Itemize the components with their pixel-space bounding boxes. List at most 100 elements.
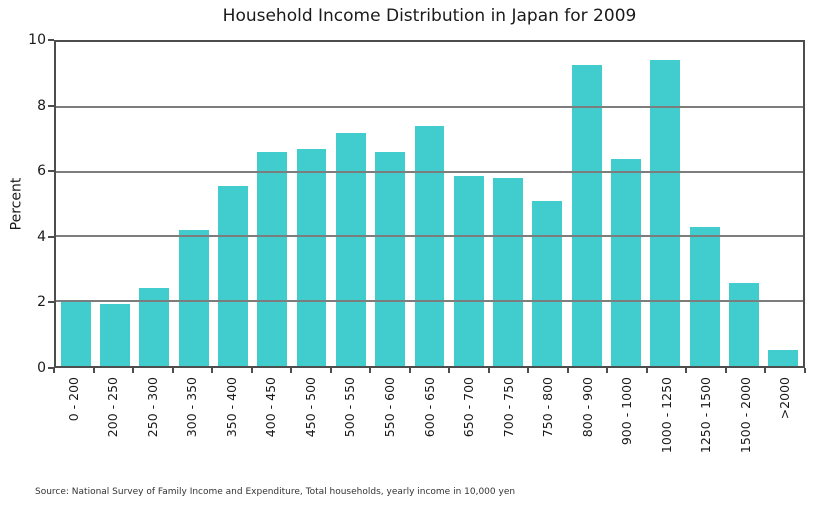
y-tick-label-0: 0: [37, 360, 46, 376]
x-tick-label-550 - 600: 550 - 600: [381, 377, 397, 438]
bar-slot-6: [292, 42, 331, 366]
x-tick-label-700 - 750: 700 - 750: [500, 377, 516, 438]
bar-slot-9: [410, 42, 449, 366]
bar-550 - 600: [375, 152, 406, 366]
chart-title: Household Income Distribution in Japan f…: [222, 6, 637, 26]
bar-slot-8: [371, 42, 410, 366]
bar-750 - 800: [532, 200, 563, 366]
bar-slot-10: [449, 42, 488, 366]
x-tick-label-250 - 300: 250 - 300: [144, 377, 160, 438]
y-axis-tick-labels: 0 2 4 6 8 10: [0, 32, 46, 376]
y-tick-mark-2: [48, 301, 54, 304]
bar-slot-16: [685, 42, 724, 366]
x-tick-label-650 - 700: 650 - 700: [461, 377, 477, 438]
bar-slot-2: [135, 42, 174, 366]
x-tick-label-900 - 1000: 900 - 1000: [619, 377, 635, 446]
x-tick-label-750 - 800: 750 - 800: [540, 377, 556, 438]
x-tick-mark-3: [171, 368, 174, 373]
plot-area: [54, 40, 805, 368]
x-tick-mark-19: [804, 368, 806, 373]
bar-slot-3: [174, 42, 213, 366]
y-tick-label-2: 2: [37, 294, 46, 311]
bar-450 - 500: [296, 148, 327, 366]
x-tick-label->2000: >2000: [777, 377, 793, 420]
gridline-y-8: [56, 105, 803, 108]
bar-0 - 200: [60, 301, 91, 366]
gridline-y-6: [56, 170, 803, 173]
y-axis-tick-marks: [48, 39, 54, 369]
bar-400 - 450: [257, 152, 288, 366]
x-tick-mark-12: [527, 368, 530, 373]
x-tick-mark-0: [53, 368, 55, 373]
x-tick-mark-7: [329, 368, 332, 373]
x-tick-label-400 - 450: 400 - 450: [263, 377, 279, 438]
x-tick-mark-8: [369, 368, 372, 373]
x-axis-tick-labels: 0 - 200 200 - 250 250 - 300 300 - 350 350 - …: [54, 377, 805, 472]
x-tick-mark-14: [606, 368, 609, 373]
source-note: Source: National Survey of Family Income…: [35, 487, 516, 497]
x-tick-label-500 - 550: 500 - 550: [342, 377, 358, 438]
bar-slot-12: [528, 42, 567, 366]
y-tick-label-10: 10: [28, 32, 46, 48]
x-tick-mark-1: [92, 368, 95, 373]
bar-600 - 650: [414, 126, 445, 366]
y-tick-mark-0: [48, 367, 54, 369]
x-tick-label-300 - 350: 300 - 350: [184, 377, 200, 438]
bar-slot-5: [253, 42, 292, 366]
y-tick-label-6: 6: [37, 163, 46, 180]
x-tick-label-1500 - 2000: 1500 - 2000: [737, 377, 753, 454]
bars-layer: [56, 42, 803, 366]
x-tick-label-1000 - 1250: 1000 - 1250: [658, 377, 674, 454]
bar->2000: [768, 349, 799, 366]
bar-800 - 900: [571, 64, 602, 366]
x-axis-tick-marks: [53, 368, 806, 373]
y-tick-label-4: 4: [37, 228, 46, 245]
x-tick-mark-16: [685, 368, 688, 373]
x-tick-mark-17: [724, 368, 727, 373]
y-tick-label-8: 8: [37, 97, 46, 114]
bar-slot-1: [95, 42, 134, 366]
bar-200 - 250: [100, 304, 130, 366]
bar-slot-7: [331, 42, 370, 366]
bar-650 - 700: [453, 176, 484, 366]
x-tick-label-350 - 400: 350 - 400: [223, 377, 239, 438]
x-tick-label-600 - 650: 600 - 650: [421, 377, 437, 438]
bar-1500 - 2000: [729, 283, 759, 366]
y-tick-mark-10: [48, 39, 54, 41]
x-tick-label-800 - 900: 800 - 900: [579, 377, 595, 438]
x-tick-mark-15: [645, 368, 648, 373]
bar-350 - 400: [217, 186, 248, 366]
gridline-y-4: [56, 235, 803, 238]
bar-1000 - 1250: [650, 59, 681, 366]
x-tick-mark-18: [764, 368, 767, 373]
y-tick-mark-6: [48, 170, 54, 173]
gridline-y-2: [56, 300, 803, 303]
bar-500 - 550: [335, 132, 366, 366]
x-tick-mark-4: [211, 368, 214, 373]
bar-1250 - 1500: [689, 226, 720, 366]
x-tick-mark-2: [132, 368, 135, 373]
bar-700 - 750: [493, 178, 524, 366]
x-tick-label-200 - 250: 200 - 250: [105, 377, 121, 438]
x-tick-label-0 - 200: 0 - 200: [65, 377, 81, 422]
x-tick-label-1250 - 1500: 1250 - 1500: [698, 377, 714, 454]
x-tick-mark-9: [408, 368, 411, 373]
y-tick-mark-8: [48, 104, 54, 107]
x-tick-mark-10: [448, 368, 451, 373]
y-tick-mark-4: [48, 235, 54, 238]
bar-slot-15: [646, 42, 685, 366]
bar-slot-18: [764, 42, 803, 366]
x-tick-label-450 - 500: 450 - 500: [302, 377, 318, 438]
bar-300 - 350: [178, 229, 209, 366]
bar-slot-13: [567, 42, 606, 366]
x-tick-mark-5: [250, 368, 253, 373]
bar-slot-11: [488, 42, 527, 366]
bar-slot-17: [724, 42, 763, 366]
x-tick-mark-11: [487, 368, 490, 373]
x-tick-mark-6: [290, 368, 293, 373]
bar-slot-0: [56, 42, 95, 366]
x-tick-mark-13: [566, 368, 569, 373]
bar-900 - 1000: [611, 158, 641, 366]
bar-slot-4: [213, 42, 252, 366]
